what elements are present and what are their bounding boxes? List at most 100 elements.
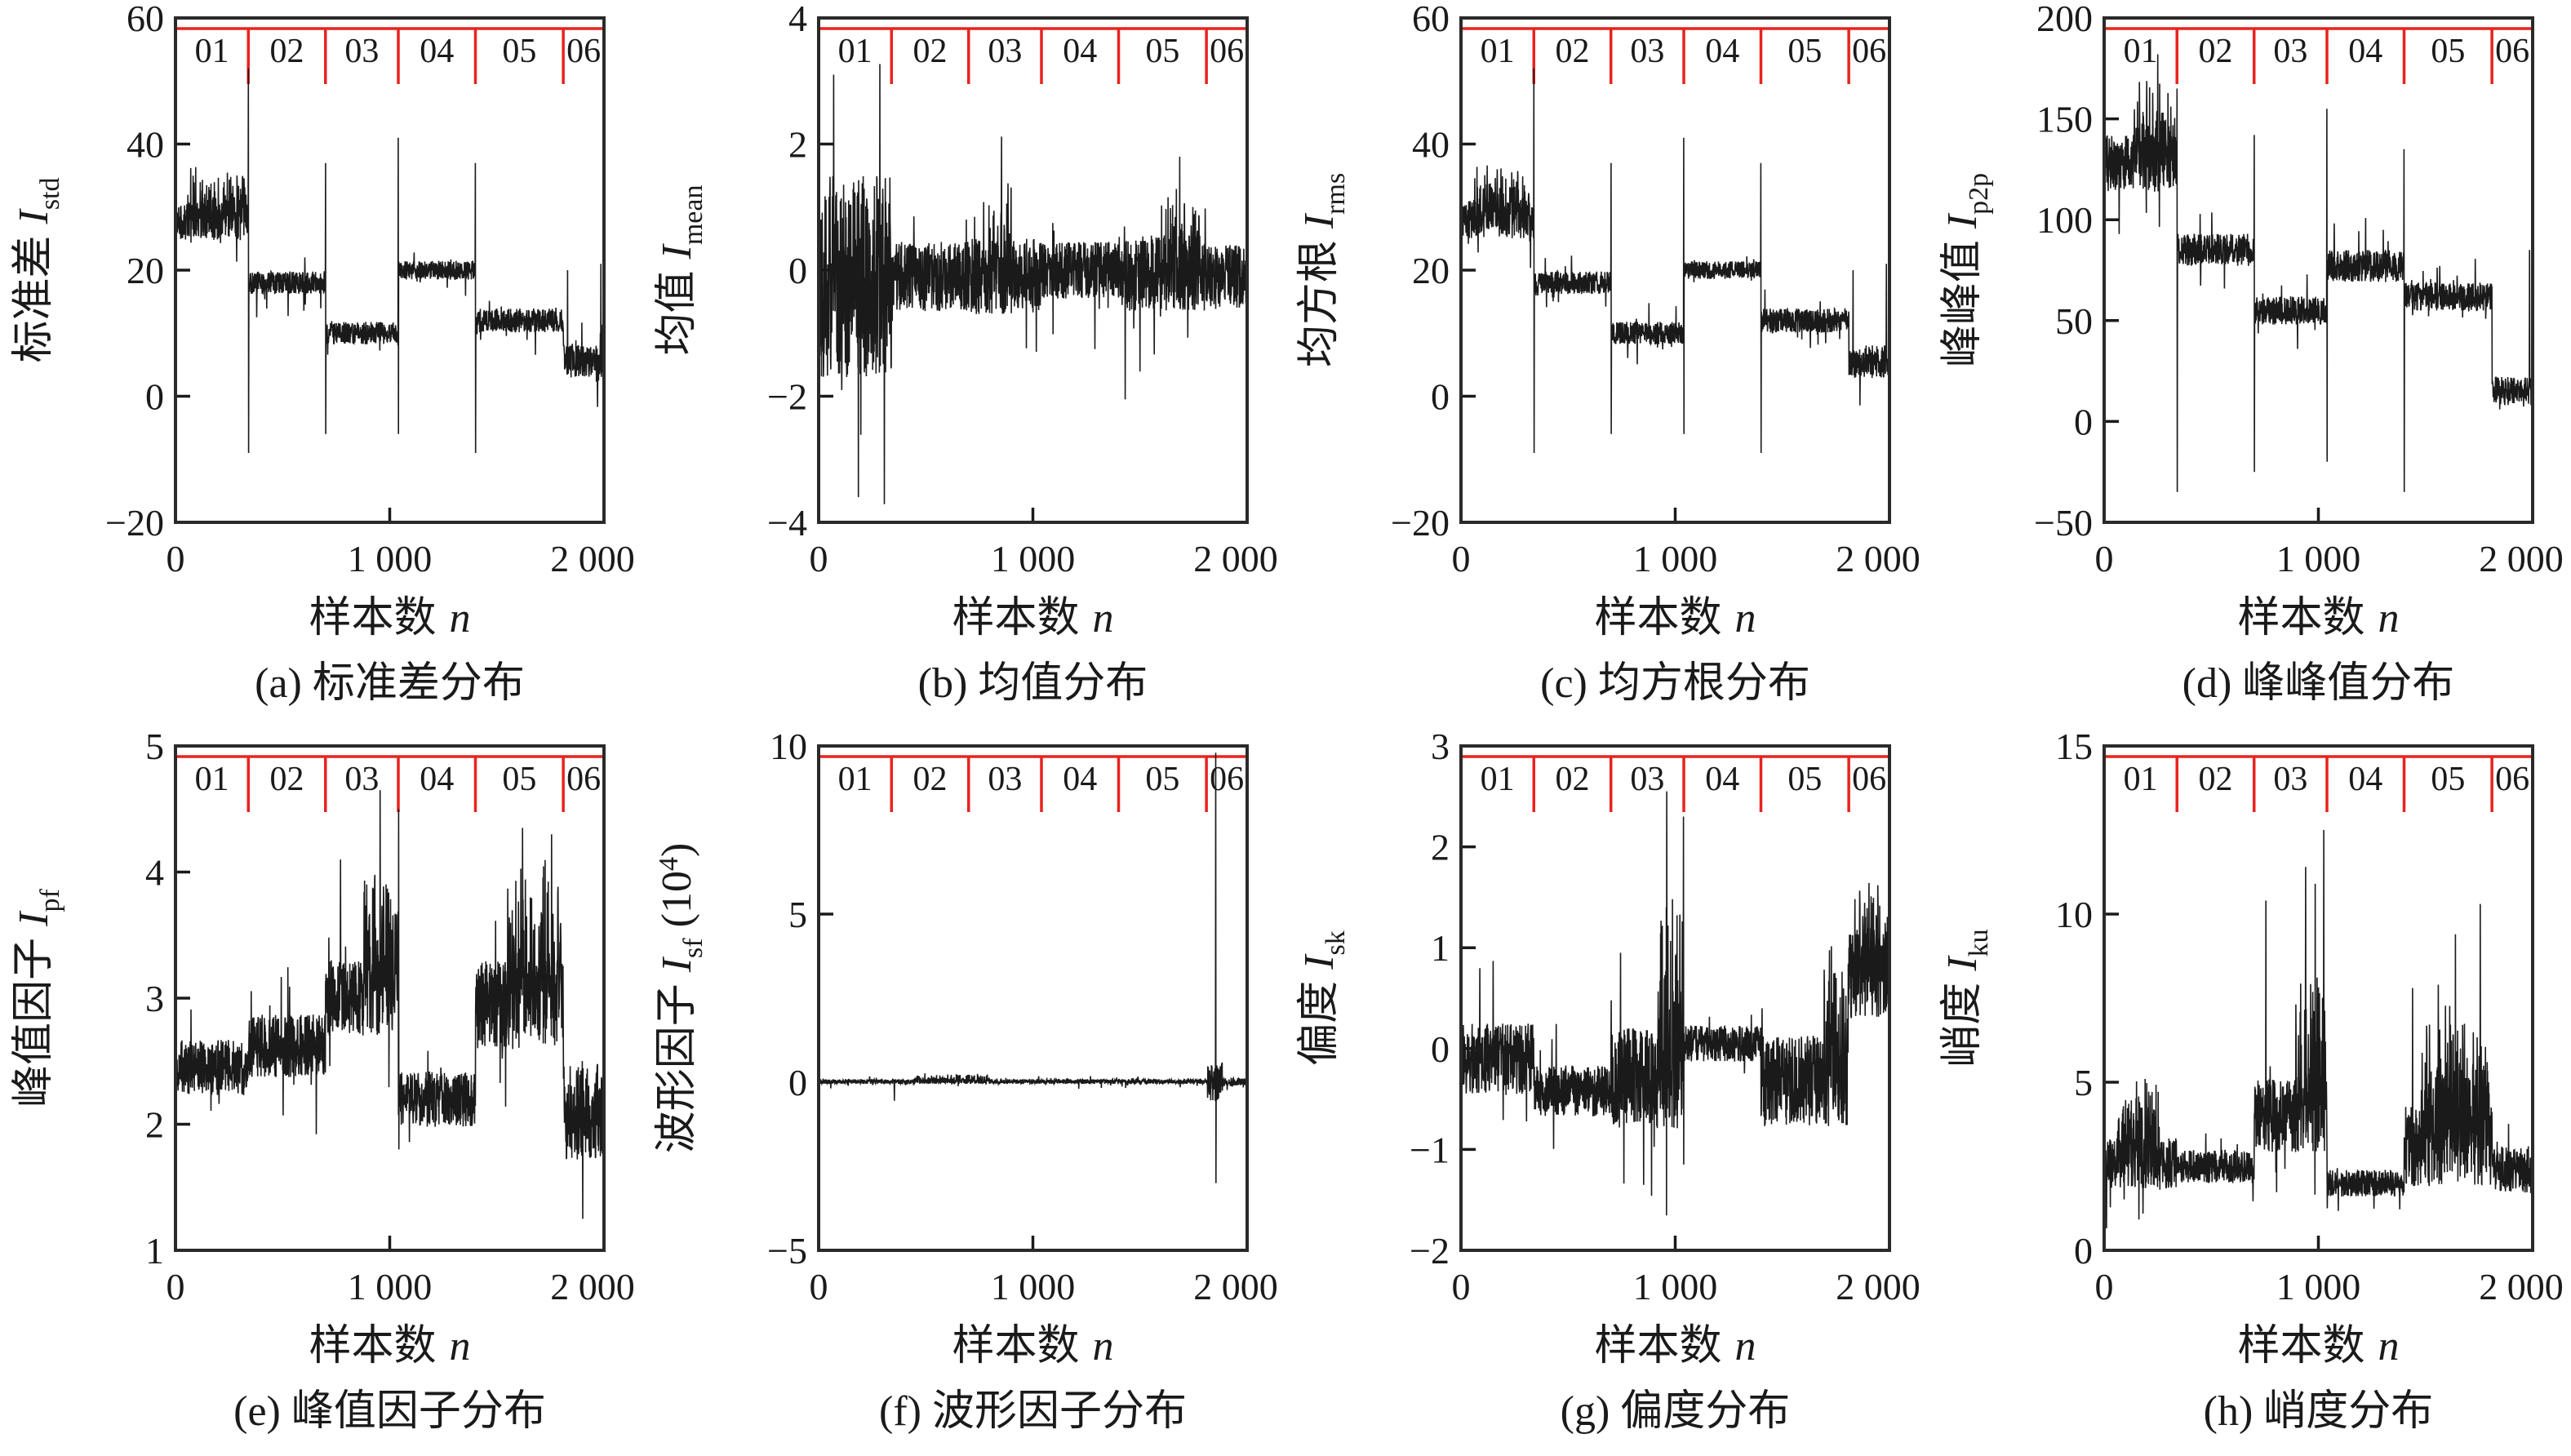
segment-label: 06	[2495, 33, 2529, 70]
y-axis-label-symbol: I	[654, 242, 700, 260]
segment-label: 03	[1630, 761, 1664, 798]
subplot-caption: (c) 均方根分布	[1540, 660, 1810, 707]
x-tick-label: 2 000	[2479, 1266, 2564, 1307]
y-tick-label: 0	[1431, 1028, 1450, 1070]
segment-label: 03	[344, 761, 379, 798]
x-tick-label: 0	[1452, 1266, 1471, 1307]
segment-label: 02	[913, 33, 947, 70]
x-axis-label-symbol: n	[450, 1323, 471, 1369]
y-tick-label: −50	[2034, 502, 2093, 544]
y-tick-label: −2	[1410, 1230, 1450, 1272]
x-tick-label: 2 000	[550, 1266, 635, 1307]
segment-label: 01	[195, 761, 229, 798]
x-tick-label: 0	[167, 1266, 185, 1307]
y-axis-label-suffix-open: (10	[654, 871, 700, 938]
segment-label: 01	[2123, 761, 2157, 798]
y-tick-label: 3	[145, 978, 164, 1019]
x-tick-label: 1 000	[1633, 538, 1718, 579]
y-tick-label: 1	[1431, 927, 1450, 969]
x-axis-label-cn: 样本数	[952, 595, 1079, 641]
x-axis-label-symbol: n	[2378, 1323, 2399, 1369]
x-tick-label: 0	[2094, 538, 2113, 579]
x-tick-label: 2 000	[1193, 538, 1278, 579]
segment-label: 06	[566, 33, 601, 70]
segment-label: 01	[2123, 33, 2157, 70]
y-axis-label-symbol: I	[1939, 212, 1986, 229]
segment-label: 05	[1787, 761, 1822, 798]
x-axis-label: 样本数 n	[309, 595, 470, 641]
x-axis-label-cn: 样本数	[1594, 1323, 1721, 1369]
subplot-caption: (a) 标准差分布	[255, 660, 525, 707]
x-tick-label: 1 000	[1633, 1266, 1718, 1307]
y-axis-label-symbol: I	[11, 910, 57, 927]
x-axis-label-cn: 样本数	[309, 595, 436, 641]
x-axis-label-cn: 样本数	[1594, 595, 1721, 641]
segment-label: 06	[1210, 761, 1244, 798]
x-axis-label: 样本数 n	[2237, 595, 2399, 641]
segment-label: 06	[1852, 761, 1886, 798]
plot-frame	[174, 744, 606, 1252]
x-tick-label: 0	[167, 538, 185, 579]
y-axis-label-cn: 均值	[654, 270, 700, 355]
segment-label: 06	[1852, 33, 1886, 70]
segment-label: 04	[1705, 33, 1739, 70]
y-axis-label-superscript: 4	[654, 857, 684, 871]
x-axis-label-cn: 样本数	[309, 1323, 436, 1369]
segment-label: 03	[988, 761, 1022, 798]
y-axis-label-cn: 偏度	[1296, 981, 1343, 1066]
y-axis-label: 偏度 Isk	[1296, 930, 1351, 1066]
x-axis-label: 样本数 n	[309, 1323, 470, 1369]
y-tick-label: 40	[1412, 124, 1450, 166]
y-tick-label: 5	[788, 894, 807, 935]
segment-label: 04	[1063, 33, 1097, 70]
x-axis-label: 样本数 n	[952, 1323, 1113, 1369]
y-axis-label-cn: 峰峰值	[1939, 240, 1986, 367]
y-axis-label-subscript: sk	[1321, 930, 1351, 955]
y-tick-label: 2	[145, 1104, 164, 1146]
x-tick-label: 0	[2094, 1266, 2113, 1307]
y-tick-label: 0	[2074, 401, 2093, 442]
plot-frame	[816, 16, 1249, 524]
y-tick-label: 4	[145, 852, 164, 894]
segment-label: 04	[1705, 761, 1739, 798]
y-tick-label: 10	[2055, 894, 2093, 935]
x-axis-label: 样本数 n	[1594, 1323, 1756, 1369]
x-tick-label: 1 000	[2276, 538, 2360, 579]
signal-line	[817, 64, 1248, 504]
y-tick-label: 1	[145, 1230, 164, 1272]
y-tick-label: −20	[105, 502, 164, 544]
subplot-h: 01 02 03 04 05 06 15 10 5 00 1 000 2 000 峭度 Iku 样本数 n (h…	[1939, 728, 2564, 1435]
segment-label: 05	[502, 33, 536, 70]
segment-label: 05	[1145, 33, 1179, 70]
y-axis-label-cn: 标准差	[11, 236, 57, 363]
signal-line	[1460, 68, 1890, 454]
segment-label: 04	[420, 761, 454, 798]
x-tick-label: 0	[809, 1266, 828, 1307]
y-tick-label: 0	[145, 376, 164, 418]
y-axis-label: 标准差 Istd	[11, 177, 65, 362]
segment-label: 01	[837, 33, 872, 70]
y-tick-label: −5	[767, 1230, 807, 1272]
y-tick-label: 0	[788, 1062, 807, 1103]
y-axis-label-subscript: p2p	[1964, 173, 1994, 215]
y-tick-label: −20	[1391, 502, 1450, 544]
segment-label: 03	[1630, 33, 1664, 70]
y-tick-label: −4	[767, 502, 807, 544]
x-tick-label: 0	[809, 538, 828, 579]
y-tick-label: 2	[788, 124, 807, 166]
signal-line	[2103, 54, 2533, 492]
subplot-e: 01 02 03 04 05 06 5 4 3 2 10 1 000 2 000 峰值因子 Ipf 样本数 n (…	[11, 728, 635, 1435]
segment-label: 02	[1556, 33, 1590, 70]
y-tick-label: 200	[2036, 0, 2093, 39]
x-axis-label-symbol: n	[450, 595, 471, 641]
y-tick-label: 20	[127, 250, 164, 291]
segment-label: 05	[2431, 33, 2465, 70]
segment-label: 02	[270, 761, 304, 798]
y-axis-label: 均值 Imean	[654, 185, 708, 356]
y-axis-label: 均方根 Irms	[1296, 173, 1351, 367]
segment-label: 02	[2198, 761, 2232, 798]
y-axis-label-symbol: I	[1296, 953, 1343, 970]
